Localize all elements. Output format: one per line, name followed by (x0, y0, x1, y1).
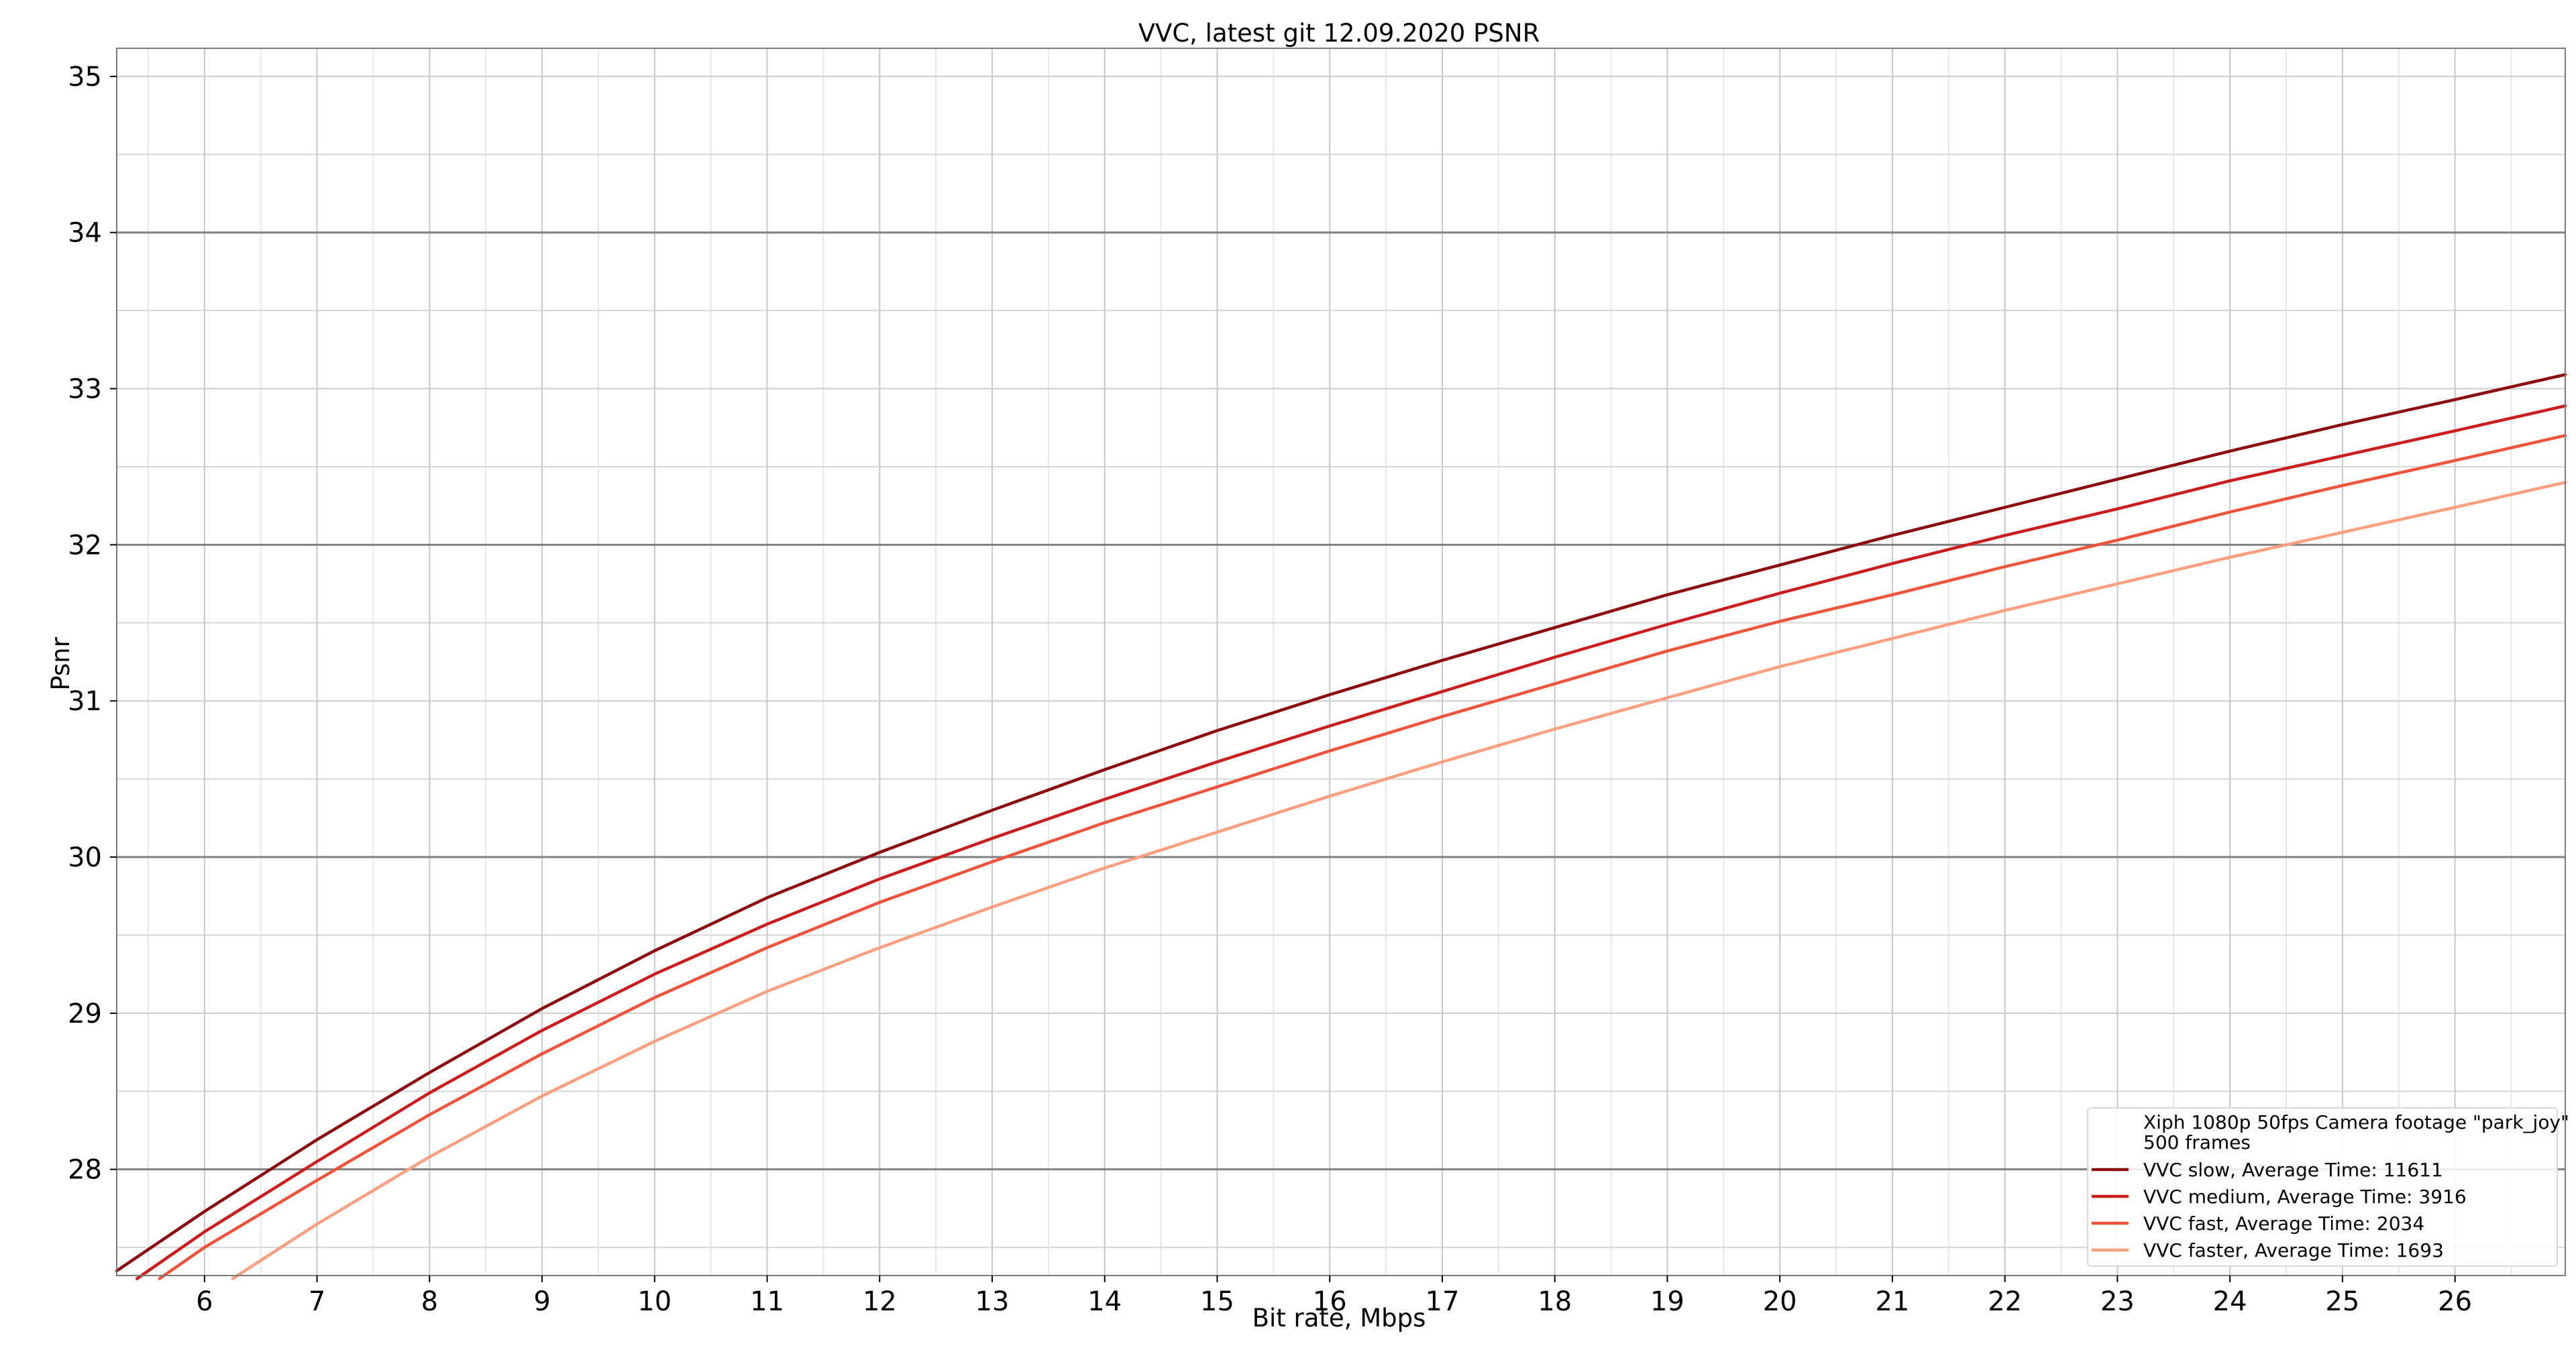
legend-title-line-2: 500 frames (2143, 1131, 2251, 1153)
plot-frame (116, 48, 2566, 1276)
x-tick-label: 19 (1650, 1286, 1684, 1317)
x-axis-label: Bit rate, Mbps (1252, 1304, 1426, 1333)
y-axis-ticks: 28 29 30 31 32 33 34 35 (68, 62, 117, 1186)
x-tick-label: 20 (1763, 1286, 1797, 1317)
x-tick-label: 15 (1200, 1286, 1234, 1317)
legend-label-2: VVC medium, Average Time: 3916 (2143, 1186, 2467, 1208)
x-tick-label: 17 (1426, 1286, 1460, 1317)
y-tick-label: 34 (68, 218, 102, 249)
legend-entries: VVC slow, Average Time: 11611 VVC medium,… (2092, 1159, 2467, 1261)
x-tick-label: 18 (1538, 1286, 1572, 1317)
y-tick-label: 32 (68, 530, 102, 561)
x-tick-label: 10 (637, 1286, 672, 1317)
x-tick-label: 7 (309, 1286, 325, 1317)
x-tick-label: 16 (1313, 1286, 1347, 1317)
x-tick-label: 26 (2438, 1286, 2472, 1317)
x-tick-label: 13 (975, 1286, 1010, 1317)
legend-box (2087, 1107, 2558, 1267)
y-tick-label: 29 (68, 999, 102, 1029)
x-tick-label: 9 (533, 1286, 550, 1317)
x-axis-ticks: 6 7 8 9 10 11 12 13 14 15 16 17 18 19 20 21 22 23 24 25 26 (196, 1276, 2472, 1317)
series-line-4 (231, 481, 2567, 1280)
x-tick-label: 11 (750, 1286, 784, 1317)
x-tick-label: 21 (1875, 1286, 1909, 1317)
legend-label-4: VVC faster, Average Time: 1693 (2143, 1239, 2444, 1261)
x-tick-label: 6 (196, 1286, 213, 1317)
series-line-2 (135, 404, 2567, 1280)
legend-label-3: VVC fast, Average Time: 2034 (2143, 1212, 2424, 1235)
series-line-3 (158, 434, 2567, 1280)
series-lines (115, 373, 2567, 1280)
series-line-1 (115, 373, 2567, 1273)
x-tick-label: 22 (1988, 1286, 2022, 1317)
y-axis-label: Psnr (46, 636, 75, 690)
legend-label-1: VVC slow, Average Time: 11611 (2143, 1159, 2443, 1181)
x-tick-label: 24 (2213, 1286, 2247, 1317)
major-gridlines (117, 48, 2565, 1276)
x-tick-label: 23 (2100, 1286, 2135, 1317)
legend-title-line-1: Xiph 1080p 50fps Camera footage "park_jo… (2143, 1111, 2569, 1133)
y-tick-label: 35 (68, 62, 102, 93)
y-tick-label: 30 (68, 842, 102, 873)
x-tick-label: 12 (863, 1286, 897, 1317)
y-tick-label: 28 (68, 1155, 102, 1186)
x-tick-label: 14 (1087, 1286, 1122, 1317)
x-tick-label: 25 (2325, 1286, 2359, 1317)
x-tick-label: 8 (421, 1286, 438, 1317)
y-tick-label: 31 (68, 686, 102, 717)
legend: Xiph 1080p 50fps Camera footage "park_jo… (2087, 1107, 2569, 1267)
y-tick-label: 33 (68, 374, 102, 405)
chart-title: VVC, latest git 12.09.2020 PSNR (1138, 19, 1540, 48)
